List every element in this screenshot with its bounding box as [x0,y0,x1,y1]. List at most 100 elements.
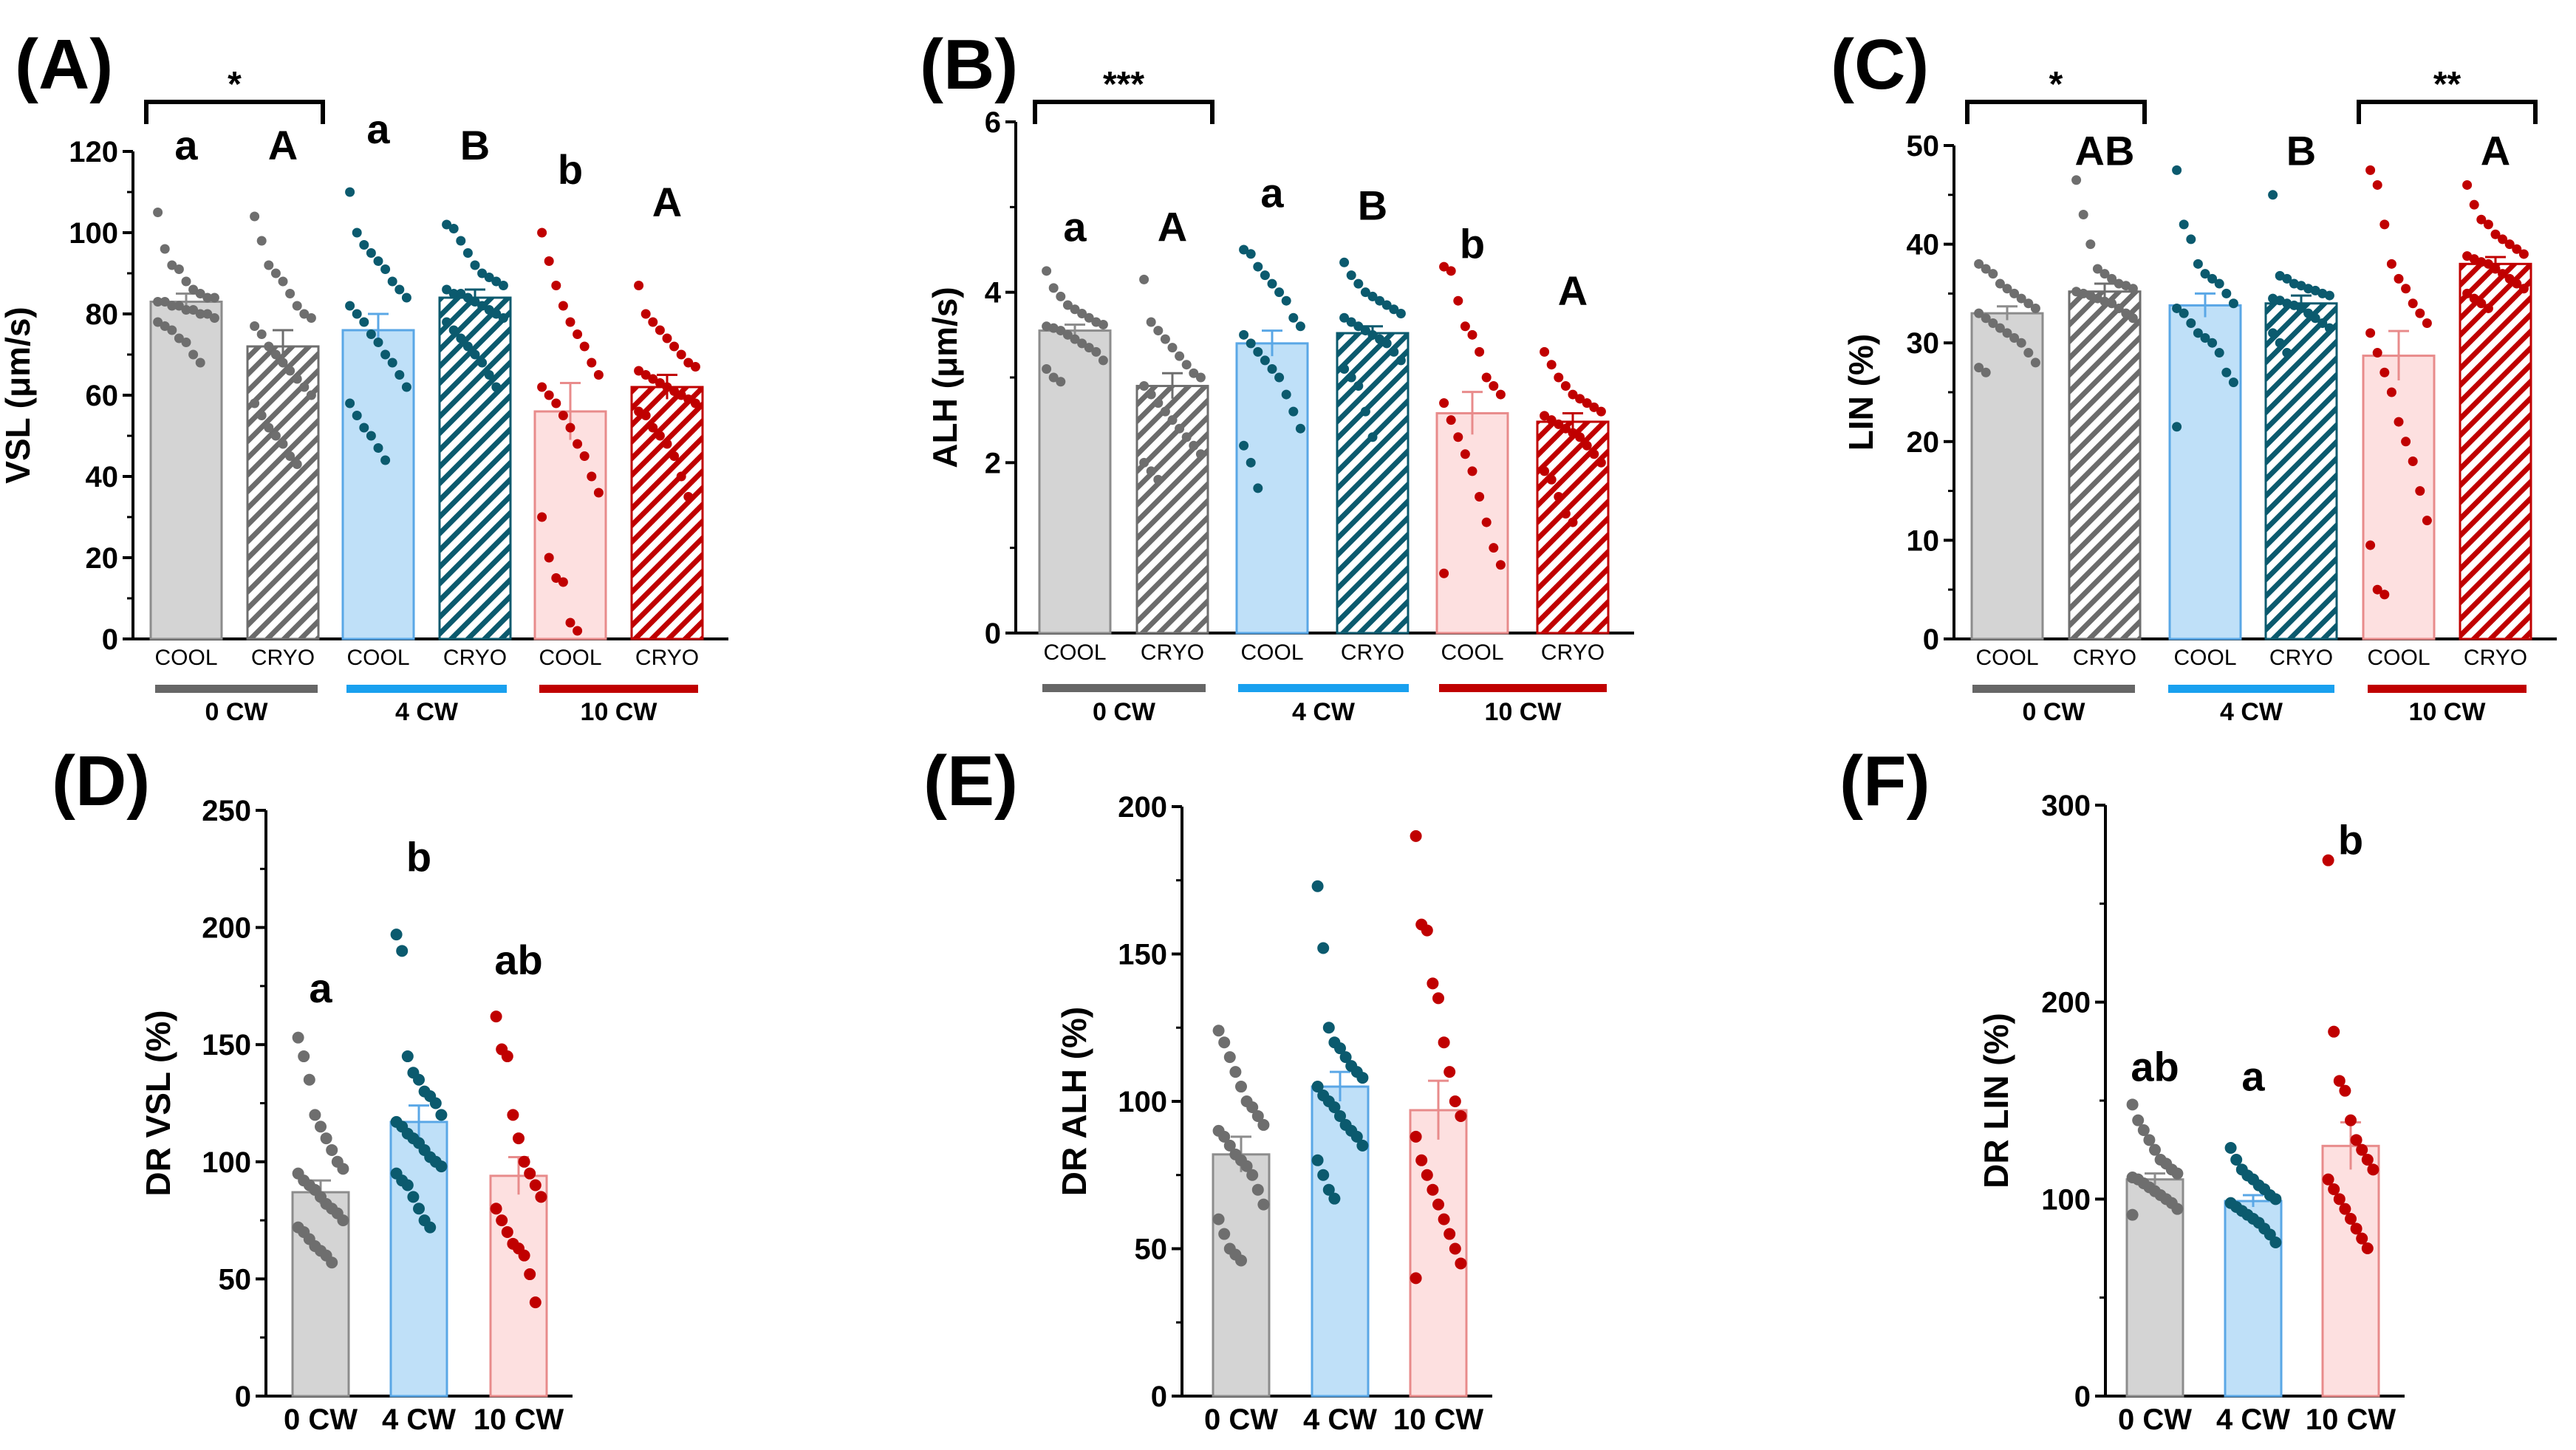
data-point [655,431,665,441]
data-point [1353,381,1364,391]
data-point [2324,323,2334,333]
group-bar [2368,685,2527,693]
data-point [387,276,397,287]
data-point [501,1225,513,1238]
data-point [1568,428,1578,438]
data-point [2322,1173,2334,1186]
x-category-label: CRYO [2269,646,2333,670]
data-point [1077,309,1087,318]
data-point [2282,273,2292,284]
data-point [1146,466,1156,476]
data-point [448,325,459,335]
data-point [1146,389,1156,400]
data-point [1444,1066,1456,1078]
data-point [1070,304,1080,315]
data-point [2476,214,2487,225]
data-point [1495,560,1506,570]
data-point [1575,432,1585,442]
data-point [1575,394,1585,404]
data-point [1334,1042,1346,1055]
data-point [1084,312,1094,323]
data-point [1062,329,1073,340]
data-point [1311,880,1324,892]
group-label: 10 CW [2409,698,2487,726]
data-point [1560,381,1571,391]
data-point [387,358,397,368]
x-category-label: 0 CW [284,1403,358,1436]
data-point [1288,312,1299,323]
data-point [2228,298,2238,309]
data-point [2107,273,2117,284]
data-point [1274,372,1285,383]
data-point [1189,368,1199,378]
data-point [551,281,561,290]
data-point [2172,165,2182,175]
data-point [2490,264,2501,274]
y-axis-title: DR VSL (%) [139,1010,177,1196]
data-point [366,248,376,258]
data-point [490,1010,502,1023]
significance-letter: ab [494,937,542,983]
data-point [167,325,177,335]
data-point [292,301,302,311]
data-point [501,1050,513,1063]
x-category-label: COOL [539,646,601,670]
data-point [256,329,267,339]
data-point [1153,474,1164,485]
data-point [2504,239,2515,250]
data-point [690,362,700,372]
panel-label: (C) [1831,25,1929,104]
data-point [1056,291,1066,301]
bar [438,296,512,640]
data-point [250,321,260,331]
data-point [1139,274,1149,284]
data-point [401,293,411,303]
data-point [429,1097,442,1109]
data-point [2128,313,2138,324]
data-point [1395,355,1406,366]
x-category-label: CRYO [635,646,699,670]
x-category-label: CRYO [1141,640,1204,665]
x-category-label: COOL [154,646,217,670]
data-point [188,349,199,360]
x-category-label: CRYO [2073,646,2136,670]
y-tick-label: 20 [86,542,119,575]
data-point [1360,326,1370,336]
data-point [690,398,700,408]
data-point [320,1132,332,1145]
data-point [153,297,163,307]
data-point [366,329,376,339]
data-point [1098,319,1108,329]
data-point [1489,543,1499,553]
data-point [380,349,391,360]
data-point [1439,398,1449,408]
data-point [507,1109,519,1121]
data-point [1235,1081,1247,1093]
data-point [484,273,494,282]
data-point [518,1155,530,1168]
data-point [1048,283,1059,293]
data-point [634,281,644,290]
y-tick-label: 50 [219,1263,252,1296]
data-point [537,512,547,522]
data-point [1568,517,1578,527]
data-point [1446,415,1456,425]
data-point [634,366,644,376]
data-point [1455,1109,1467,1122]
group-label: 10 CW [1485,698,1562,726]
data-point [1540,346,1550,357]
data-point [1042,266,1052,276]
group-bar [155,685,318,693]
bar [1235,342,1309,635]
group-bar [1972,685,2135,693]
data-point [676,349,686,360]
data-point [2128,284,2138,294]
data-point [1453,432,1463,442]
data-point [2333,1193,2346,1206]
data-point [1181,360,1192,370]
chart-panel-c: (C) 0 10 20 30 40 50 LIN (%) COOL CRYO AB COOL CRYO B… [1831,25,2557,726]
data-point [2228,377,2238,388]
data-point [565,317,575,327]
y-tick-label: 250 [202,795,251,827]
data-point [250,398,260,408]
